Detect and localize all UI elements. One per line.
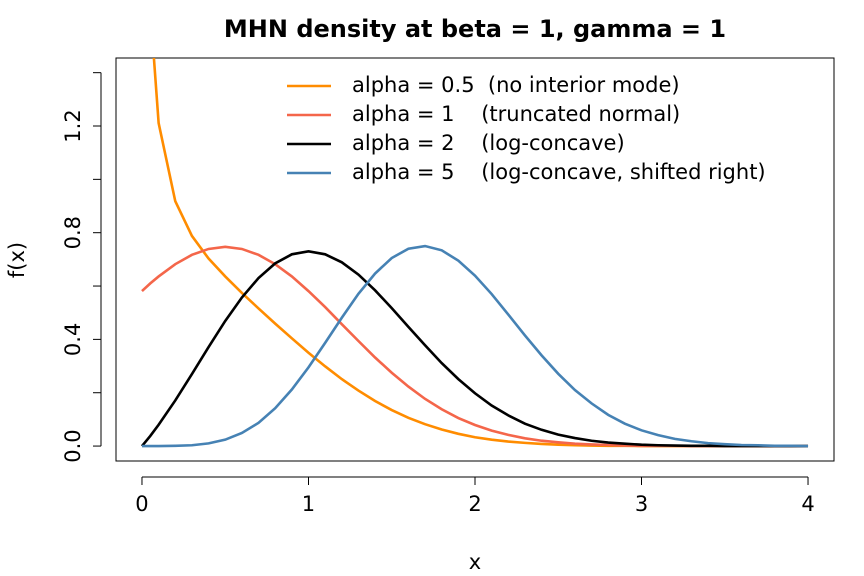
y-tick-label: 0.8 [61, 216, 85, 249]
x-axis-label: x [469, 550, 481, 574]
legend-label: alpha = 1 (truncated normal) [352, 102, 680, 126]
legend-label: alpha = 5 (log-concave, shifted right) [352, 160, 766, 184]
plot-frame [115, 57, 835, 462]
y-tick-label: 0.0 [61, 429, 85, 462]
y-axis-label: f(x) [5, 242, 29, 278]
legend-label: alpha = 0.5 (no interior mode) [352, 73, 680, 97]
x-tick-label: 0 [135, 492, 148, 516]
series-line [140, 250, 809, 448]
y-tick-label: 1.2 [61, 109, 85, 142]
x-tick-label: 4 [801, 492, 814, 516]
x-tick-label: 2 [468, 492, 481, 516]
x-tick-label: 3 [635, 492, 648, 516]
series-line [141, 244, 809, 448]
legend-label: alpha = 2 (log-concave) [352, 131, 625, 155]
x-tick-label: 1 [302, 492, 315, 516]
y-tick-label: 0.4 [61, 323, 85, 356]
chart-title: MHN density at beta = 1, gamma = 1 [224, 15, 726, 43]
plot-area [140, 58, 809, 448]
